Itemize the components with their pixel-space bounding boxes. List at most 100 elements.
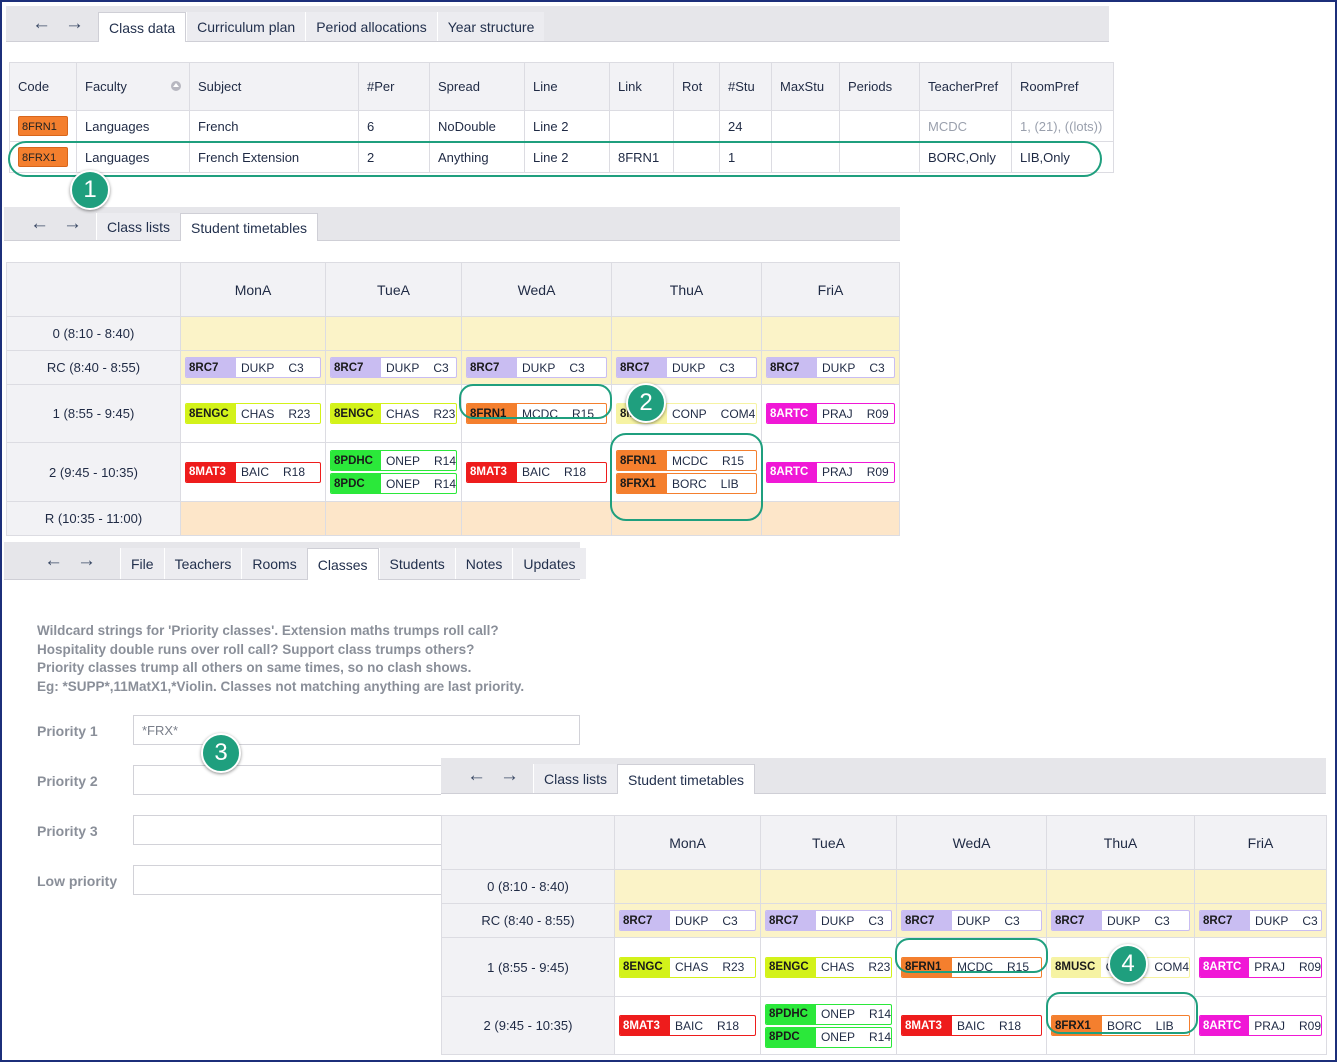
priority-3-input[interactable] [133, 815, 443, 845]
col-maxstu[interactable]: MaxStu [771, 62, 840, 111]
timetable-cell[interactable]: 8FRN1 MCDC R15 [896, 937, 1047, 997]
low-priority-input[interactable] [133, 865, 443, 895]
lesson-chip[interactable]: 8RC7 DUKP C3 [1199, 910, 1322, 931]
tab-updates[interactable]: Updates [512, 548, 586, 579]
arrow-left-icon[interactable]: ← [30, 213, 49, 234]
cell-line[interactable]: Line 2 [524, 141, 610, 173]
timetable-cell[interactable]: 8MAT3 BAIC R18 [180, 442, 326, 502]
cell-link[interactable] [609, 110, 674, 142]
arrow-left-icon[interactable]: ← [32, 13, 51, 34]
timetable-cell[interactable] [611, 316, 762, 351]
arrow-right-icon[interactable]: → [500, 765, 519, 786]
timetable-cell[interactable] [760, 869, 897, 904]
timetable-cell[interactable] [614, 869, 761, 904]
cell-stu[interactable]: 24 [719, 110, 772, 142]
timetable-cell[interactable]: 8MAT3 BAIC R18 [614, 996, 761, 1055]
timetable-cell[interactable]: 8RC7 DUKP C3 [325, 350, 462, 385]
cell-link[interactable]: 8FRN1 [609, 141, 674, 173]
lesson-chip[interactable]: 8ARTC PRAJ R09 [766, 403, 895, 424]
lesson-chip[interactable]: 8ENGC CHAS R23 [619, 956, 756, 978]
lesson-chip[interactable]: 8RC7 DUKP C3 [766, 357, 895, 378]
lesson-chip[interactable]: 8ARTC PRAJ R09 [766, 461, 895, 483]
col-teacherpref[interactable]: TeacherPref [919, 62, 1012, 111]
cell-roompref[interactable]: LIB,Only [1011, 141, 1114, 173]
cell-faculty[interactable]: Languages [76, 141, 190, 173]
lesson-chip[interactable]: 8MAT3 BAIC R18 [185, 461, 321, 483]
sort-icon[interactable] [171, 81, 181, 91]
arrow-left-icon[interactable]: ← [44, 550, 63, 571]
timetable-cell[interactable] [461, 501, 612, 536]
lesson-chip[interactable]: 8RC7 DUKP C3 [466, 357, 607, 378]
timetable-cell[interactable] [761, 501, 900, 536]
lesson-chip[interactable]: 8RC7 DUKP C3 [1051, 910, 1190, 931]
table-row[interactable]: 8FRN1 Languages French 6 NoDouble Line 2… [9, 110, 1114, 142]
tab-notes[interactable]: Notes [454, 548, 513, 579]
day-header[interactable]: ThuA [1046, 815, 1195, 870]
cell-code[interactable]: 8FRN1 [9, 110, 77, 142]
timetable-cell[interactable]: 8FRX1 BORC LIB [1046, 996, 1195, 1055]
timetable-cell[interactable]: 8ENGC CHAS R23 [614, 937, 761, 997]
timetable-cell[interactable] [1046, 869, 1195, 904]
timetable-cell[interactable]: 8RC7 DUKP C3 [760, 903, 897, 938]
arrow-right-icon[interactable]: → [77, 550, 96, 571]
col-line[interactable]: Line [524, 62, 610, 111]
tab-rooms[interactable]: Rooms [241, 548, 307, 579]
timetable-cell[interactable]: 8FRN1 MCDC R15 8FRX1 BORC LIB [611, 442, 762, 502]
cell-per[interactable]: 2 [358, 141, 430, 173]
day-header[interactable]: WedA [461, 262, 612, 317]
timetable-cell[interactable]: 8PDHC ONEP R14 8PDC ONEP R14 [325, 442, 462, 502]
tab-student-timetables[interactable]: Student timetables [180, 213, 318, 241]
lesson-chip[interactable]: 8MAT3 BAIC R18 [901, 1015, 1042, 1036]
lesson-chip[interactable]: 8FRX1 BORC LIB [616, 473, 757, 494]
col-rot[interactable]: Rot [673, 62, 720, 111]
timetable-cell[interactable] [180, 501, 326, 536]
cell-per[interactable]: 6 [358, 110, 430, 142]
timetable-cell[interactable]: 8ENGC CHAS R23 [180, 384, 326, 443]
cell-rot[interactable] [673, 141, 720, 173]
timetable-cell[interactable]: 8RC7 DUKP C3 [896, 903, 1047, 938]
day-header[interactable]: MonA [180, 262, 326, 317]
cell-spread[interactable]: NoDouble [429, 110, 525, 142]
col-stu[interactable]: #Stu [719, 62, 772, 111]
col-code[interactable]: Code [9, 62, 77, 111]
timetable-cell[interactable]: 8ARTC PRAJ R09 [1194, 937, 1327, 997]
cell-subject[interactable]: French Extension [189, 141, 359, 173]
timetable-cell[interactable]: 8ARTC PRAJ R09 [761, 442, 900, 502]
cell-teacherpref[interactable]: BORC,Only [919, 141, 1012, 173]
lesson-chip[interactable]: 8PDC ONEP R14 [330, 473, 457, 494]
timetable-cell[interactable] [180, 316, 326, 351]
lesson-chip[interactable]: 8MAT3 BAIC R18 [619, 1015, 756, 1036]
timetable-cell[interactable]: 8ENGC CHAS R23 [325, 384, 462, 443]
timetable-cell[interactable] [1194, 869, 1327, 904]
tab-class-lists[interactable]: Class lists [96, 213, 181, 240]
cell-code[interactable]: 8FRX1 [9, 141, 77, 173]
cell-line[interactable]: Line 2 [524, 110, 610, 142]
tab-class-data[interactable]: Class data [98, 12, 187, 42]
priority-1-input[interactable]: *FRX* [133, 715, 580, 745]
tab-curriculum-plan[interactable]: Curriculum plan [186, 12, 306, 41]
lesson-chip[interactable]: 8FRN1 MCDC R15 [901, 956, 1042, 978]
timetable-cell[interactable]: 8MAT3 BAIC R18 [461, 442, 612, 502]
tab-year-structure[interactable]: Year structure [436, 12, 545, 41]
day-header[interactable]: WedA [896, 815, 1047, 870]
cell-periods[interactable] [839, 110, 920, 142]
lesson-chip[interactable]: 8RC7 DUKP C3 [765, 910, 892, 931]
timetable-cell[interactable] [611, 501, 762, 536]
cell-maxstu[interactable] [771, 141, 840, 173]
cell-stu[interactable]: 1 [719, 141, 772, 173]
timetable-cell[interactable]: 8RC7 DUKP C3 [461, 350, 612, 385]
lesson-chip[interactable]: 8ENGC CHAS R23 [330, 403, 457, 424]
timetable-cell[interactable]: 8ARTC PRAJ R09 [761, 384, 900, 443]
timetable-cell[interactable] [325, 501, 462, 536]
cell-faculty[interactable]: Languages [76, 110, 190, 142]
lesson-chip[interactable]: 8MAT3 BAIC R18 [466, 461, 607, 483]
day-header[interactable]: MonA [614, 815, 761, 870]
timetable-cell[interactable] [896, 869, 1047, 904]
col-per[interactable]: #Per [358, 62, 430, 111]
arrow-left-icon[interactable]: ← [467, 765, 486, 786]
day-header[interactable]: FriA [761, 262, 900, 317]
timetable-cell[interactable]: 8RC7 DUKP C3 [180, 350, 326, 385]
timetable-cell[interactable] [761, 316, 900, 351]
cell-teacherpref[interactable]: MCDC [919, 110, 1012, 142]
day-header[interactable]: TueA [325, 262, 462, 317]
